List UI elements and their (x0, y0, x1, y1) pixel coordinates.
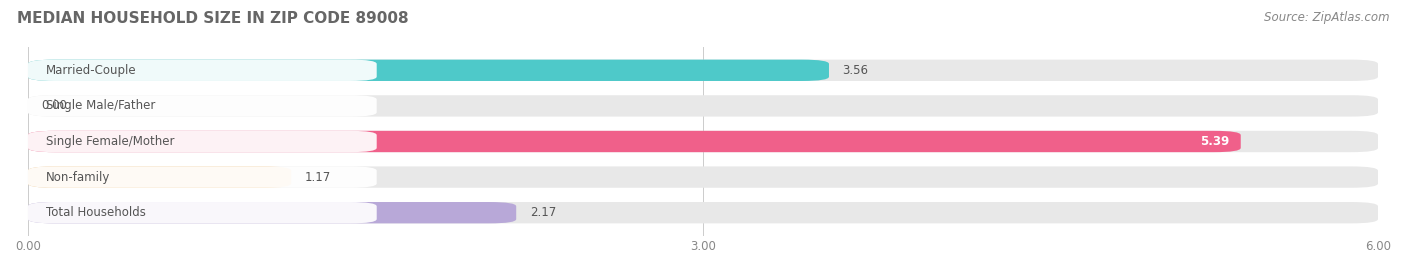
FancyBboxPatch shape (28, 131, 1240, 152)
FancyBboxPatch shape (28, 166, 291, 188)
Text: 2.17: 2.17 (530, 206, 555, 219)
FancyBboxPatch shape (28, 95, 377, 117)
FancyBboxPatch shape (28, 59, 377, 81)
Text: Single Female/Mother: Single Female/Mother (46, 135, 174, 148)
FancyBboxPatch shape (28, 202, 516, 223)
FancyBboxPatch shape (28, 131, 377, 152)
FancyBboxPatch shape (28, 202, 1378, 223)
FancyBboxPatch shape (28, 202, 377, 223)
FancyBboxPatch shape (28, 166, 377, 188)
Text: MEDIAN HOUSEHOLD SIZE IN ZIP CODE 89008: MEDIAN HOUSEHOLD SIZE IN ZIP CODE 89008 (17, 11, 409, 26)
Text: 3.56: 3.56 (842, 64, 869, 77)
Text: 0.00: 0.00 (41, 99, 67, 112)
Text: 5.39: 5.39 (1201, 135, 1229, 148)
FancyBboxPatch shape (28, 95, 1378, 117)
Text: Married-Couple: Married-Couple (46, 64, 136, 77)
Text: Single Male/Father: Single Male/Father (46, 99, 155, 112)
Text: Non-family: Non-family (46, 171, 110, 184)
FancyBboxPatch shape (28, 131, 1378, 152)
FancyBboxPatch shape (28, 59, 1378, 81)
FancyBboxPatch shape (28, 166, 1378, 188)
Text: 1.17: 1.17 (305, 171, 330, 184)
Text: Source: ZipAtlas.com: Source: ZipAtlas.com (1264, 11, 1389, 24)
FancyBboxPatch shape (28, 59, 830, 81)
Text: Total Households: Total Households (46, 206, 146, 219)
